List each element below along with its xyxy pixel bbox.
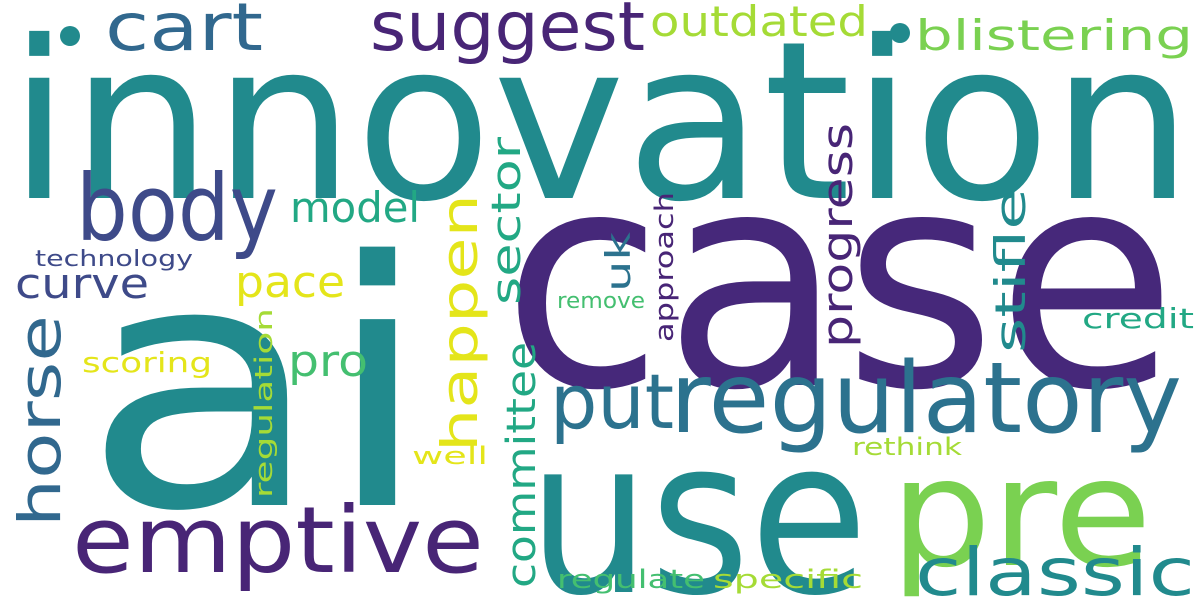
word-committee: committee — [499, 342, 545, 588]
word-pro: pro — [288, 336, 368, 387]
word-progress: progress — [813, 123, 862, 348]
word-specific: specific — [713, 565, 863, 595]
word-regulatory: regulatory — [670, 342, 1182, 456]
word-pre: pre — [890, 427, 1152, 600]
word-blistering: blistering — [915, 11, 1193, 60]
word-body: body — [76, 155, 278, 262]
word-cart: cart — [105, 0, 263, 66]
word-case: case — [502, 107, 1177, 456]
word-outdated: outdated — [650, 0, 868, 46]
word-credit: credit — [1082, 302, 1194, 335]
word-horse: horse — [6, 315, 74, 527]
word-use: use — [528, 392, 868, 600]
word-happen: happen — [431, 194, 489, 452]
word-emptive: emptive — [72, 487, 484, 594]
word-curve: curve — [15, 259, 149, 308]
word-remove: remove — [557, 289, 645, 314]
word-approach: approach — [650, 192, 680, 342]
word-ai: ai — [82, 190, 432, 586]
word-put: put — [550, 357, 674, 446]
word-pace: pace — [235, 257, 345, 308]
word-uk: uk — [599, 232, 639, 292]
word-well: well — [412, 442, 488, 470]
dot-mark — [890, 23, 910, 43]
word-sector: sector — [484, 136, 530, 305]
word-stifle: stifle — [986, 188, 1035, 353]
word-technology: technology — [35, 247, 193, 272]
word-model: model — [290, 183, 420, 232]
word-classic: classic — [915, 534, 1195, 600]
word-regulation: regulation — [250, 308, 278, 498]
dot-mark — [60, 26, 80, 46]
word-scoring: scoring — [82, 346, 212, 379]
word-suggest: suggest — [370, 0, 645, 67]
word-rethink: rethink — [852, 433, 962, 461]
word-innovation: innovation — [8, 0, 1193, 250]
word-regulate: regulate — [557, 565, 705, 595]
